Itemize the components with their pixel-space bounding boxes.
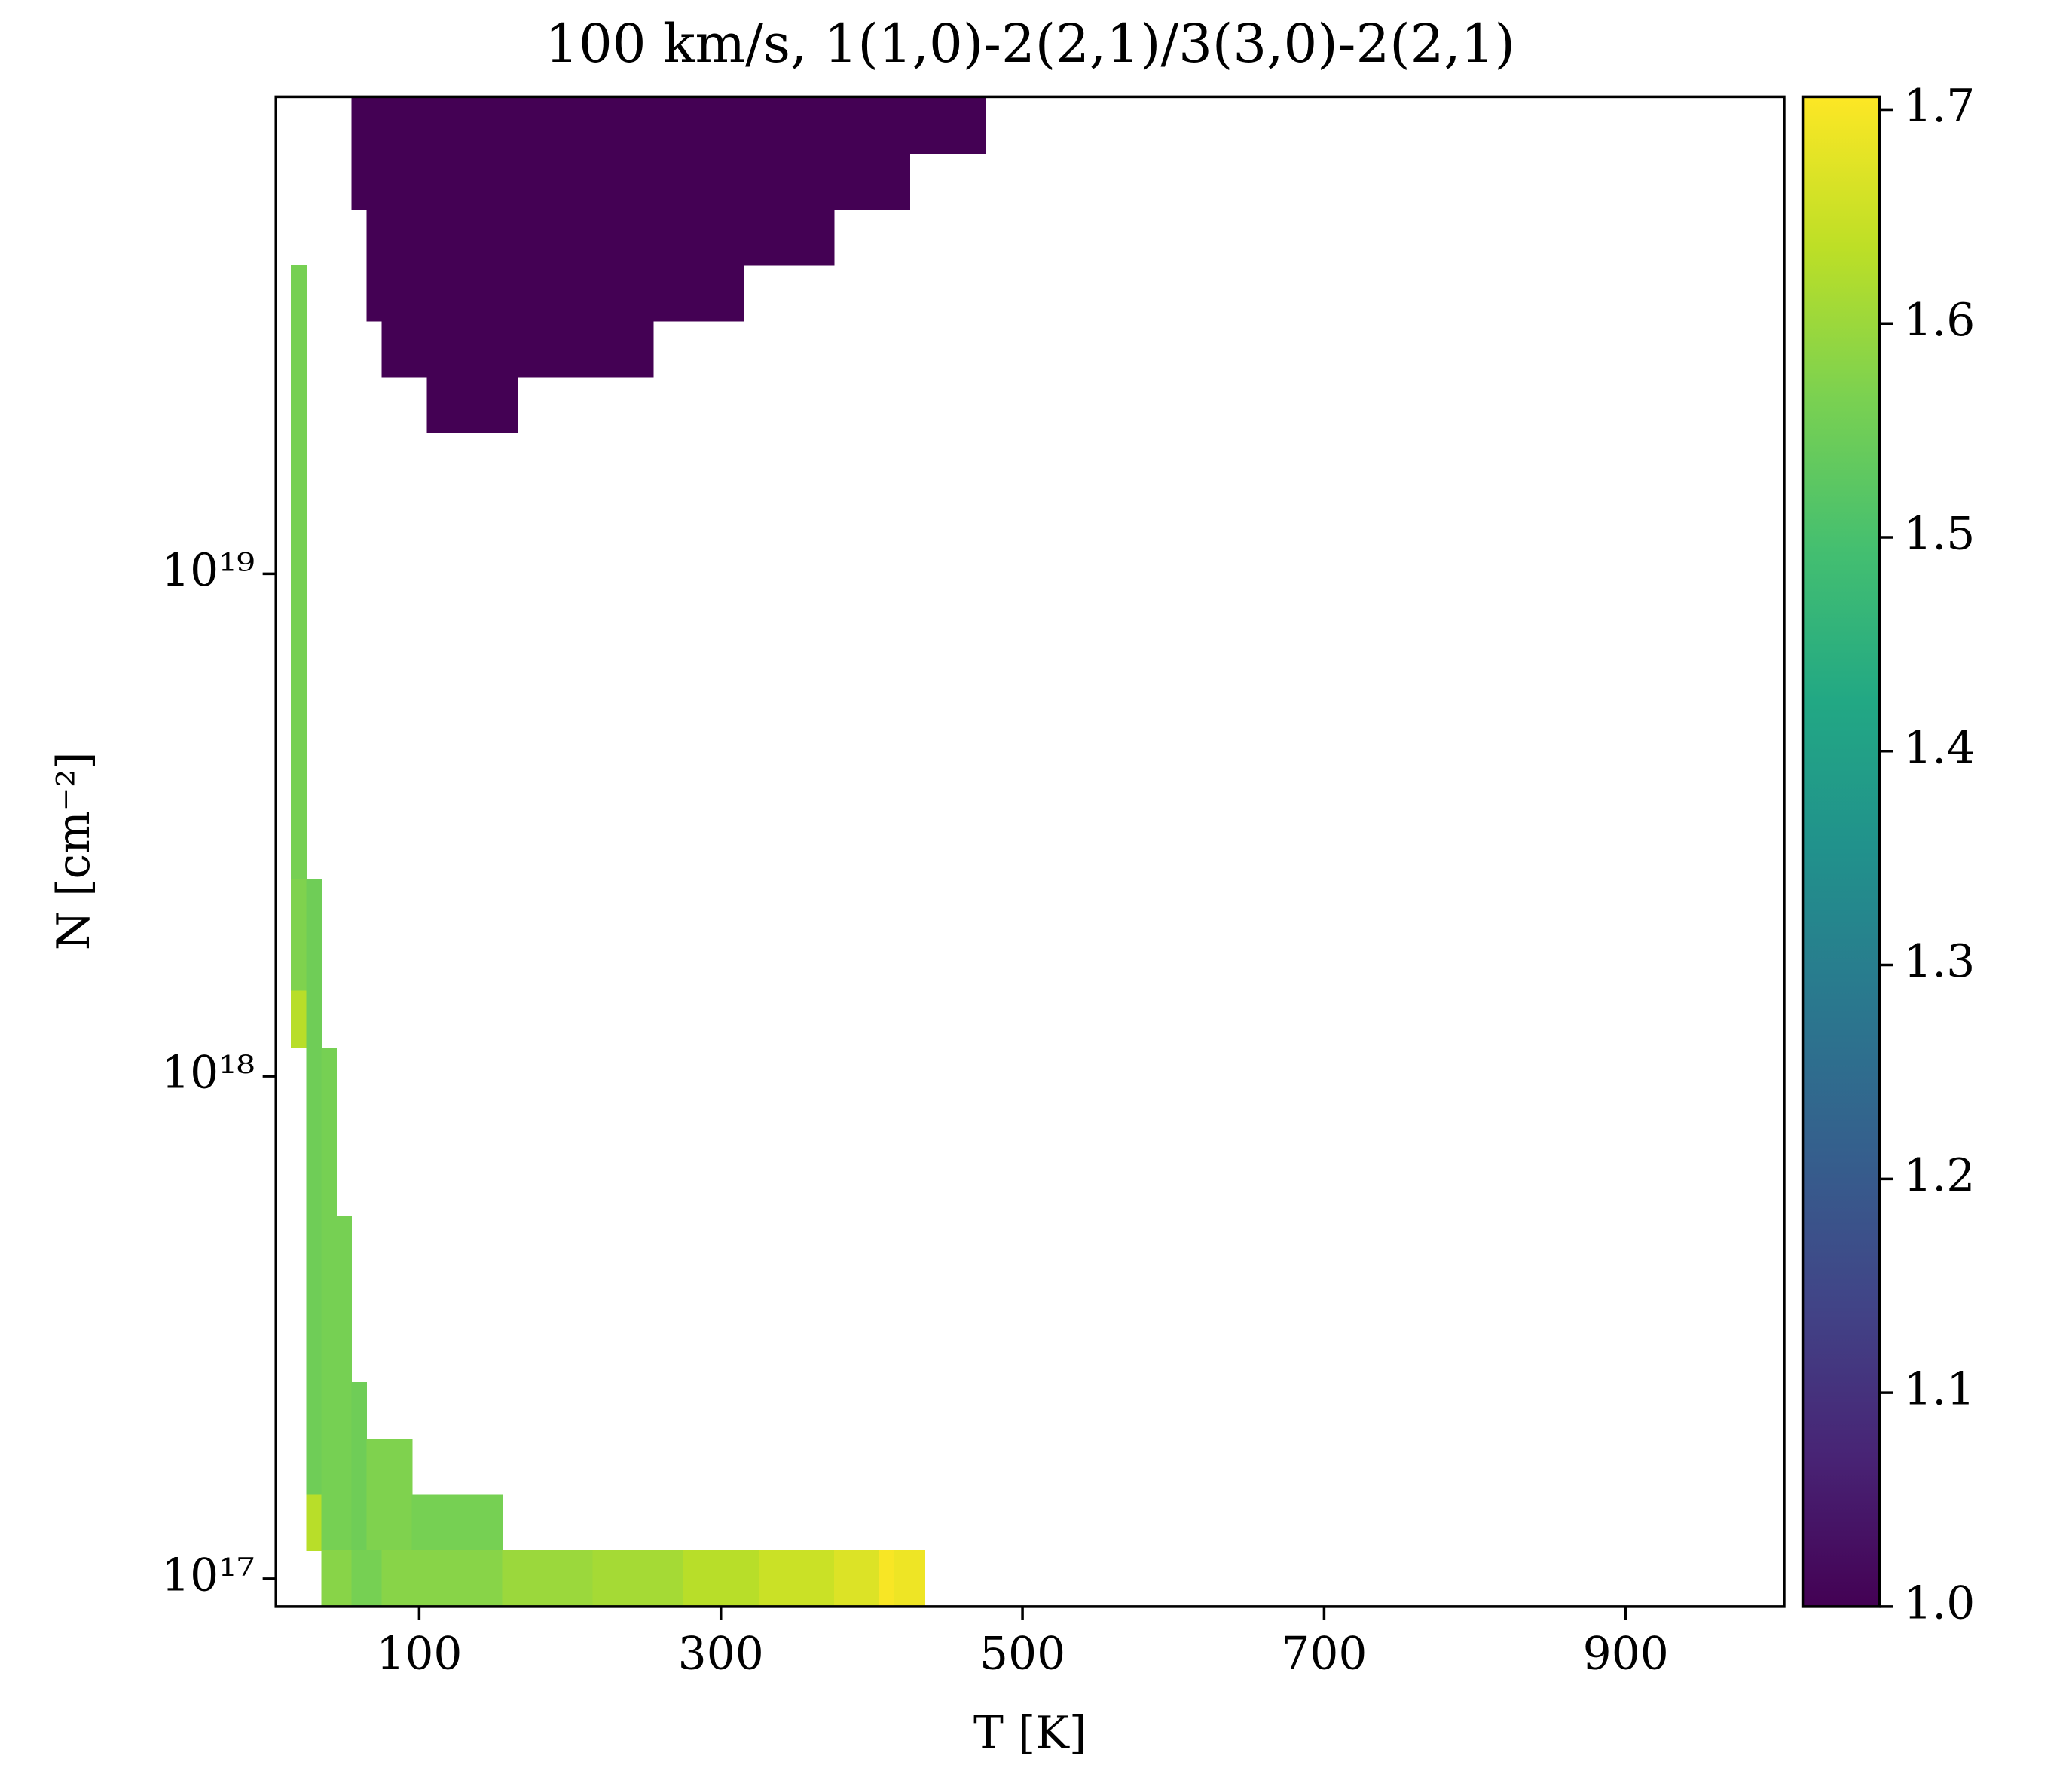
heatmap-cell — [351, 96, 986, 154]
x-tick-label: 500 — [979, 1627, 1065, 1680]
heatmap-cell — [426, 376, 518, 433]
heatmap-cell — [306, 879, 322, 1496]
heatmap-cell — [366, 265, 744, 322]
colorbar-tick-label: 1.3 — [1903, 935, 1975, 988]
heatmap-cell — [758, 1549, 835, 1607]
chart-title: 100 km/s, 1(1,0)-2(2,1)/3(3,0)-2(2,1) — [545, 13, 1515, 75]
heatmap-cell — [291, 990, 307, 1049]
colorbar-tick-label: 1.7 — [1903, 80, 1975, 133]
heatmap-cell — [683, 1549, 759, 1607]
y-tick-label: 10¹⁷ — [161, 1549, 255, 1601]
heatmap-cell — [306, 1494, 322, 1551]
heatmap-cell — [351, 1382, 368, 1551]
heatmap-cell — [291, 265, 307, 880]
y-tick-label: 10¹⁹ — [161, 544, 255, 597]
heatmap-cell — [321, 1549, 353, 1607]
heatmap-cell — [351, 1549, 383, 1607]
heatmap-cell — [592, 1549, 684, 1607]
heatmap-cell — [411, 1494, 503, 1551]
heatmap-cell — [366, 209, 835, 266]
heatmap-cell — [502, 1549, 594, 1607]
heatmap-cell — [366, 1439, 413, 1551]
colorbar-tick-label: 1.1 — [1903, 1363, 1975, 1416]
x-axis-label: T [K] — [973, 1707, 1086, 1760]
colorbar — [1801, 95, 1881, 1608]
heatmap-cell — [879, 1549, 895, 1607]
colorbar-tick-label: 1.2 — [1903, 1149, 1975, 1202]
heatmap-cell — [894, 1549, 925, 1607]
y-tick-label: 10¹⁸ — [161, 1047, 255, 1100]
heatmap-cell — [833, 1549, 880, 1607]
heatmap-cell — [351, 153, 910, 210]
heatmap-cell — [381, 1549, 503, 1607]
plot-frame — [274, 95, 1786, 1608]
y-axis-label: N [cm⁻²] — [47, 751, 100, 950]
colorbar-tick-label: 1.4 — [1903, 721, 1975, 774]
colorbar-tick-label: 1.0 — [1903, 1577, 1975, 1629]
heatmap-cell — [291, 879, 307, 992]
heatmap-cell — [336, 1216, 353, 1551]
x-tick-label: 300 — [678, 1627, 764, 1680]
x-tick-label: 100 — [376, 1627, 462, 1680]
x-tick-label: 700 — [1281, 1627, 1367, 1680]
colorbar-tick-label: 1.6 — [1903, 294, 1975, 347]
x-tick-label: 900 — [1583, 1627, 1669, 1680]
heatmap-cell — [381, 320, 654, 378]
heatmap-cell — [321, 1048, 338, 1551]
colorbar-tick-label: 1.5 — [1903, 508, 1975, 561]
